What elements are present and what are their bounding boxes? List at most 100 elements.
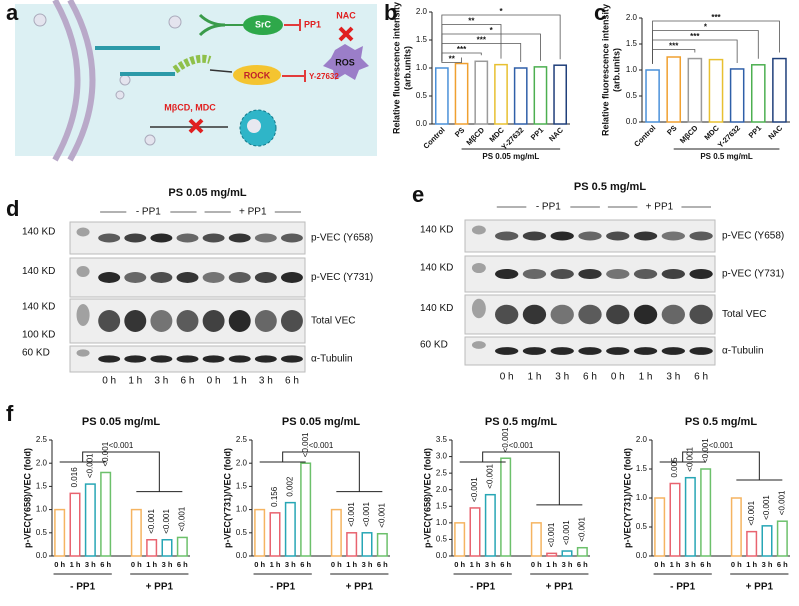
x-tick-label: 0 h <box>531 560 542 569</box>
row-label: α-Tubulin <box>311 354 353 365</box>
bar <box>746 530 758 557</box>
bar <box>494 63 508 125</box>
particle <box>33 13 47 27</box>
p-value: 0.005 <box>670 457 679 478</box>
bar <box>330 508 342 557</box>
x-axis-label: PS 0.05 mg/mL <box>482 152 539 161</box>
bar <box>346 532 358 557</box>
blot-band <box>76 349 90 357</box>
marker-label: 140 KD <box>420 303 453 314</box>
p-value: <0.001 <box>377 502 386 527</box>
blot-band <box>578 347 602 355</box>
particle <box>144 134 156 146</box>
blot-band <box>471 225 486 235</box>
sig-label: * <box>490 26 494 35</box>
x-tick-label: 0 h <box>731 560 742 569</box>
blot-band <box>228 310 251 332</box>
time-label: 1 h <box>527 372 541 383</box>
x-tick-label: 6 h <box>777 560 788 569</box>
sig-label: *** <box>457 45 467 54</box>
x-tick-label: Control <box>421 125 446 150</box>
bar <box>561 550 573 557</box>
blot-band <box>689 268 713 280</box>
blot-band <box>495 268 519 280</box>
x-tick-label: 3 h <box>285 560 296 569</box>
marker-label: 140 KD <box>420 263 453 274</box>
blot-band <box>522 268 547 280</box>
p-value: <0.001 <box>501 427 510 452</box>
x-tick-label: 3 h <box>685 560 696 569</box>
bar <box>513 67 528 125</box>
x-tick-label: 0 h <box>654 560 665 569</box>
x-tick-label: 0 h <box>54 560 65 569</box>
blot-title: PS 0.5 mg/mL <box>574 181 646 193</box>
blot-band <box>254 272 277 283</box>
y-axis-label: p-VEC(Y658)/VEC (fold) <box>422 448 432 548</box>
marker-label: 60 KD <box>22 348 50 359</box>
sig-label: *** <box>477 36 487 45</box>
bar <box>730 497 742 557</box>
chart-title: PS 0.5 mg/mL <box>685 416 757 428</box>
x-tick-label: Control <box>632 123 657 148</box>
comparison-label: <0.001 <box>509 441 534 450</box>
blot-band <box>578 304 602 325</box>
group-label: + PP1 <box>546 582 574 593</box>
sig-label: *** <box>669 42 679 51</box>
time-label: 6 h <box>181 376 195 387</box>
blot-band <box>661 231 685 241</box>
rock-node <box>233 65 281 85</box>
blot-band <box>176 355 199 363</box>
cross <box>188 118 204 134</box>
p-value: <0.001 <box>777 490 786 515</box>
bar <box>269 512 281 557</box>
bar <box>361 532 373 557</box>
sig-label: ** <box>449 55 456 64</box>
y-axis-label: p-VEC(Y731)/VEC (fold) <box>622 448 632 548</box>
blot-band <box>550 347 574 355</box>
bar <box>469 507 481 557</box>
pp1-label: PP1 <box>304 19 321 29</box>
marker-label: 140 KD <box>22 302 55 313</box>
bracket <box>482 451 560 505</box>
nac-label: NAC <box>336 10 356 20</box>
p-value: <0.001 <box>85 453 94 478</box>
p-value: 0.016 <box>70 467 79 488</box>
particle <box>247 119 261 133</box>
p-value: <0.001 <box>485 463 494 488</box>
blot-band <box>280 310 303 332</box>
blot-band <box>202 355 225 363</box>
blot-band <box>98 233 121 243</box>
blot-band <box>661 268 685 280</box>
y-tick-label: 0.0 <box>236 551 248 560</box>
bar <box>530 522 542 557</box>
panel-label: e <box>412 182 424 207</box>
bar <box>772 57 787 123</box>
blot-band <box>176 233 199 243</box>
actin <box>172 54 212 74</box>
p-value: <0.001 <box>547 522 556 547</box>
x-tick-label: 6 h <box>100 560 111 569</box>
y-axis-label: (arb.units) <box>402 46 412 90</box>
blot-band <box>578 231 602 241</box>
bracket <box>282 451 360 492</box>
blot-band <box>202 310 225 332</box>
particle <box>168 15 182 29</box>
y-tick-label: 1.0 <box>236 505 248 514</box>
y-tick-label: 0.5 <box>626 91 638 100</box>
bar <box>484 493 496 557</box>
y-tick-label: 2.0 <box>436 485 448 494</box>
bar <box>84 483 96 557</box>
bar <box>100 471 112 557</box>
row-label: p-VEC (Y731) <box>722 269 784 280</box>
sig-label: * <box>704 23 708 32</box>
particle <box>115 90 125 100</box>
blot-band <box>124 233 147 243</box>
y-tick-label: 2.0 <box>416 7 428 16</box>
time-label: 0 h <box>102 376 116 387</box>
time-label: 1 h <box>639 372 653 383</box>
time-label: 3 h <box>259 376 273 387</box>
x-tick-label: 3 h <box>85 560 96 569</box>
blot-band <box>633 347 658 355</box>
x-tick-label: PP1 <box>529 125 545 141</box>
y-tick-label: 1.0 <box>636 493 648 502</box>
